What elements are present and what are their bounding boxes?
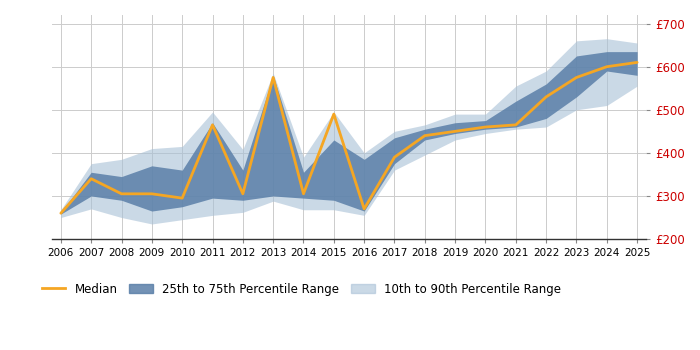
Legend: Median, 25th to 75th Percentile Range, 10th to 90th Percentile Range: Median, 25th to 75th Percentile Range, 1… <box>37 278 566 300</box>
